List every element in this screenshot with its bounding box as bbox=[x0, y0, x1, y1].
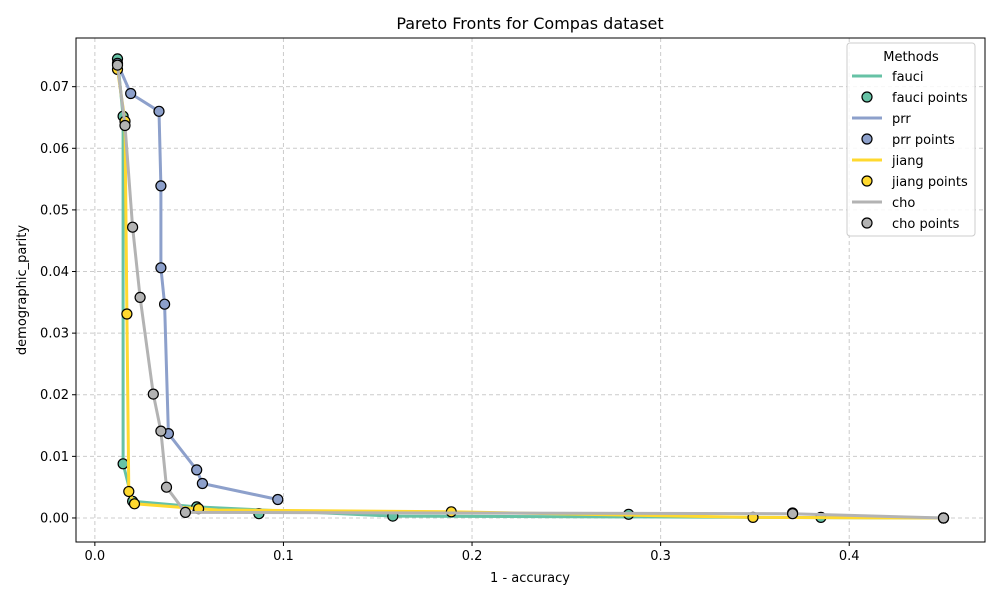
plot-area-frame bbox=[75, 37, 986, 543]
cho-point bbox=[179, 506, 191, 519]
x-tick-label: 0.3 bbox=[650, 549, 671, 564]
y-tick-label: 0.01 bbox=[40, 450, 69, 465]
prr-line bbox=[116, 62, 279, 501]
legend-label: cho points bbox=[892, 217, 960, 232]
prr-point bbox=[196, 477, 208, 490]
cho-point bbox=[155, 425, 167, 437]
cho-point bbox=[937, 512, 950, 524]
legend-marker bbox=[861, 91, 873, 103]
prr-point bbox=[155, 180, 167, 192]
axis-ticks: 0.0 0.1 0.2 0.3 0.4 0.00 0.01 0.02 0.03 0.04 0.05 0… bbox=[40, 80, 860, 564]
legend-items: fauci fauci points prr prr points jiang jiang… bbox=[852, 70, 968, 232]
legend-marker bbox=[861, 133, 873, 145]
x-tick-label: 0.1 bbox=[273, 549, 294, 564]
series-jiang bbox=[111, 63, 950, 524]
legend-label: cho bbox=[892, 196, 915, 211]
prr-point bbox=[191, 464, 203, 476]
legend-label: fauci bbox=[892, 70, 924, 85]
cho-point bbox=[134, 291, 146, 303]
chart-title: Pareto Fronts for Compas dataset bbox=[396, 14, 663, 33]
y-tick-label: 0.06 bbox=[40, 142, 69, 157]
series-fauci bbox=[111, 53, 950, 524]
jiang-point bbox=[123, 485, 135, 498]
prr-point bbox=[272, 493, 284, 506]
y-tick-label: 0.05 bbox=[40, 203, 69, 218]
y-tick-label: 0.07 bbox=[40, 80, 69, 95]
cho-point bbox=[119, 119, 131, 132]
x-tick-label: 0.0 bbox=[85, 549, 106, 564]
prr-point bbox=[125, 87, 137, 100]
legend-box bbox=[846, 42, 976, 237]
fauci-line bbox=[116, 58, 944, 520]
jiang-point bbox=[128, 498, 141, 510]
y-axis-label: demographic_parity bbox=[15, 225, 30, 355]
jiang-point bbox=[121, 308, 133, 320]
cho-point bbox=[147, 388, 159, 400]
legend: Methods fauci fauci points prr prr points ji… bbox=[846, 42, 976, 237]
cho-point bbox=[786, 508, 799, 520]
legend-title: Methods bbox=[883, 50, 939, 65]
cho-point bbox=[160, 481, 173, 493]
prr-point bbox=[155, 262, 167, 274]
series-cho bbox=[111, 59, 950, 524]
fauci-point bbox=[117, 458, 129, 470]
y-tick-label: 0.04 bbox=[40, 265, 69, 280]
cho-point bbox=[111, 59, 124, 71]
y-tick-label: 0.02 bbox=[40, 388, 69, 403]
cho-point bbox=[127, 221, 139, 233]
legend-label: jiang points bbox=[891, 175, 968, 190]
legend-label: jiang bbox=[891, 154, 924, 169]
x-tick-label: 0.2 bbox=[462, 549, 483, 564]
y-tick-label: 0.00 bbox=[40, 511, 69, 526]
legend-marker bbox=[861, 217, 873, 229]
cho-line bbox=[116, 64, 944, 520]
prr-point bbox=[159, 298, 171, 310]
x-tick-label: 0.4 bbox=[839, 549, 860, 564]
jiang-line bbox=[116, 69, 944, 520]
prr-point bbox=[153, 105, 165, 117]
legend-label: prr bbox=[892, 112, 911, 127]
y-tick-label: 0.03 bbox=[40, 327, 69, 342]
legend-marker bbox=[861, 175, 873, 187]
legend-label: fauci points bbox=[892, 91, 968, 106]
x-axis-label: 1 - accuracy bbox=[490, 571, 570, 586]
series-layer bbox=[111, 53, 950, 524]
legend-label: prr points bbox=[892, 133, 955, 148]
